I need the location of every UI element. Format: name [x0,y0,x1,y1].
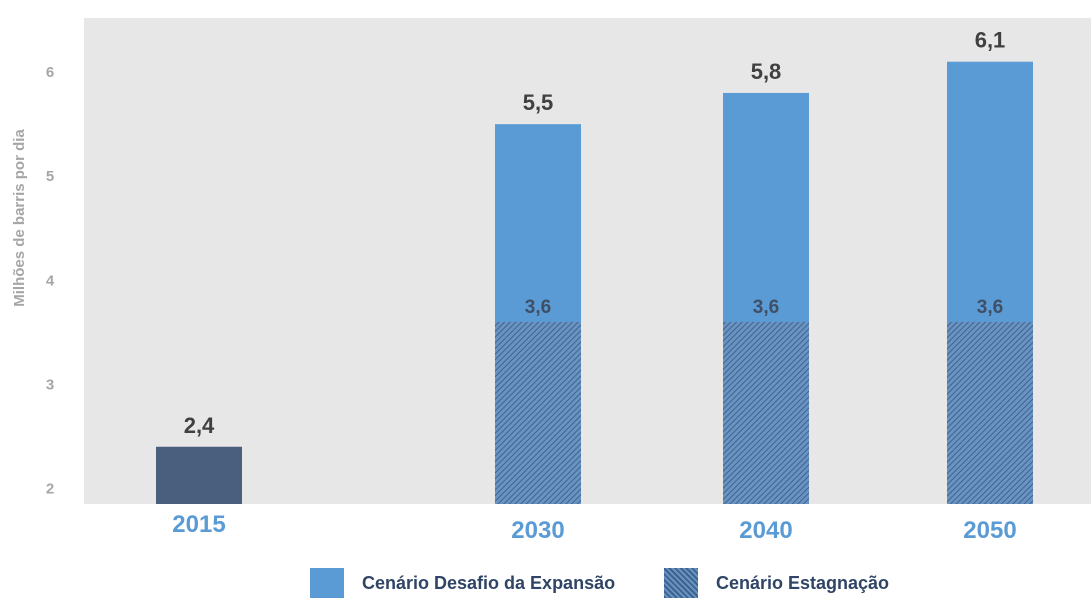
inner-value-label: 3,6 [753,297,779,318]
y-tick-label: 3 [46,376,54,393]
value-label: 2,4 [184,413,215,438]
bar-estagnacao-2040 [723,321,809,504]
legend-swatch-expansao [310,568,344,598]
y-tick-label: 4 [46,272,55,289]
plot-area [84,18,1091,504]
y-axis-label: Milhões de barris por dia [11,129,28,307]
x-tick-label: 2050 [963,517,1016,544]
y-tick-label: 5 [46,168,54,185]
value-label: 5,8 [751,59,782,84]
x-tick-label: 2030 [511,517,564,544]
legend-label-expansao: Cenário Desafio da Expansão [362,572,616,593]
bar-chart: 2 3 4 5 6 Milhões de barris por dia 2,4 5,5 3,… [11,18,1091,544]
legend-item-estagnacao: Cenário Estagnação [664,566,889,600]
bar-2015 [156,446,242,504]
bars [156,61,1033,505]
x-axis-ticks: 2015 2030 2040 2050 [172,511,1016,544]
value-label: 5,5 [523,90,554,115]
value-labels: 2,4 5,5 3,6 5,8 3,6 6,1 3,6 [184,28,1006,438]
y-tick-label: 6 [46,64,54,81]
legend-item-expansao: Cenário Desafio da Expansão [310,566,615,600]
y-tick-label: 2 [46,480,54,497]
bar-estagnacao-2050 [947,321,1033,504]
value-label: 6,1 [975,28,1006,53]
x-tick-label: 2040 [739,517,792,544]
x-tick-label: 2015 [172,511,225,538]
legend: Cenário Desafio da Expansão Cenário Esta… [0,566,1091,600]
inner-value-label: 3,6 [977,297,1003,318]
bar-estagnacao-2030 [495,321,581,504]
legend-swatch-estagnacao [664,568,698,598]
inner-value-label: 3,6 [525,297,551,318]
legend-label-estagnacao: Cenário Estagnação [716,572,890,593]
y-axis-ticks: 2 3 4 5 6 [46,64,55,497]
